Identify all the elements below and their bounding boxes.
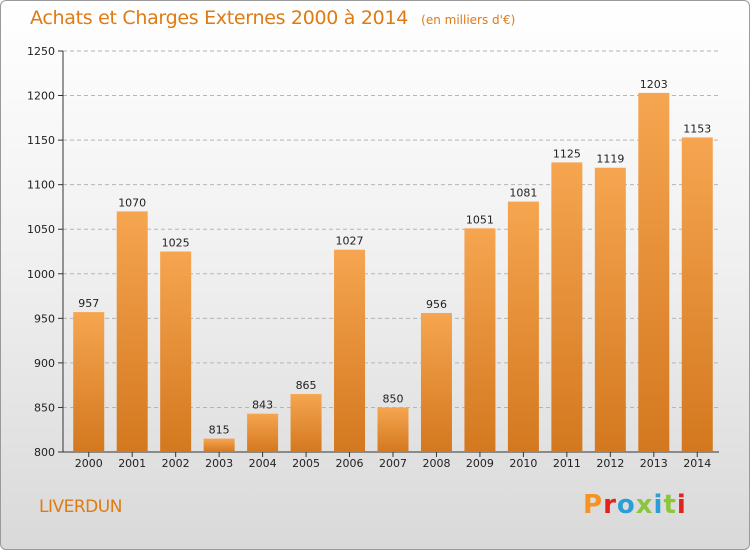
x-tick-label-2008: 2008 [422,457,450,470]
value-label-2011: 1125 [553,147,581,160]
value-label-2012: 1119 [596,153,624,166]
bar-2007 [377,407,409,452]
x-tick-label-2001: 2001 [118,457,146,470]
value-label-2000: 957 [78,297,99,310]
x-tick-label-2011: 2011 [553,457,581,470]
chart-title: Achats et Charges Externes 2000 à 2014 [30,7,409,29]
labels: 800 850 900 950 1000 1050 1100 1150 1200 1250 957 2… [27,45,711,470]
bar-2001 [116,211,148,452]
value-label-2009: 1051 [466,213,494,226]
bar-2013 [638,92,670,452]
y-tick-label: 1200 [27,90,55,103]
bar-2014 [681,137,713,452]
y-tick-label: 900 [34,357,55,370]
chart-subtitle: (en milliers d'€) [421,13,516,27]
value-label-2001: 1070 [118,196,146,209]
bar-2010 [507,201,539,452]
bar-2005 [290,394,322,452]
value-label-2014: 1153 [683,122,711,135]
x-tick-label-2013: 2013 [640,457,668,470]
y-tick-label: 1150 [27,134,55,147]
value-label-2003: 815 [209,424,230,437]
bar-2003 [203,438,235,452]
brand-logo: Proxiti [583,490,687,520]
x-tick-label-2000: 2000 [75,457,103,470]
bar-2006 [334,249,366,452]
title-row: Achats et Charges Externes 2000 à 2014 (… [30,7,515,29]
bar-2000 [73,312,105,452]
x-tick-label-2005: 2005 [292,457,320,470]
brand-letter: o [616,490,636,520]
bar-2008 [420,312,452,452]
y-tick-label: 850 [34,401,55,414]
x-tick-label-2003: 2003 [205,457,233,470]
bar-2009 [464,228,496,452]
brand-letter: i [676,490,687,520]
bars [73,92,713,453]
y-tick-label: 950 [34,312,55,325]
value-label-2004: 843 [252,399,273,412]
x-tick-label-2007: 2007 [379,457,407,470]
brand-letter: x [635,490,654,520]
x-tick-label-2010: 2010 [509,457,537,470]
y-tick-label: 1100 [27,179,55,192]
x-tick-label-2002: 2002 [162,457,190,470]
bar-2011 [551,162,583,452]
brand-letter: t [663,490,677,520]
value-label-2006: 1027 [336,235,364,248]
brand-letter: i [653,490,664,520]
town-label: LIVERDUN [39,497,122,517]
brand-letter: r [603,490,617,520]
value-label-2008: 956 [426,298,447,311]
brand-letter: P [583,490,604,520]
x-tick-label-2014: 2014 [683,457,711,470]
y-tick-label: 1050 [27,223,55,236]
value-label-2010: 1081 [509,187,537,200]
y-tick-label: 1250 [27,45,55,58]
x-tick-label-2004: 2004 [249,457,277,470]
value-label-2005: 865 [296,379,317,392]
value-label-2013: 1203 [640,78,668,91]
value-label-2007: 850 [383,392,404,405]
x-tick-label-2012: 2012 [596,457,624,470]
bar-2002 [160,251,192,452]
y-tick-label: 1000 [27,268,55,281]
x-tick-label-2009: 2009 [466,457,494,470]
bar-2004 [247,413,279,452]
value-label-2002: 1025 [162,237,190,250]
y-tick-label: 800 [34,446,55,459]
bar-2012 [594,167,626,453]
x-tick-label-2006: 2006 [336,457,364,470]
